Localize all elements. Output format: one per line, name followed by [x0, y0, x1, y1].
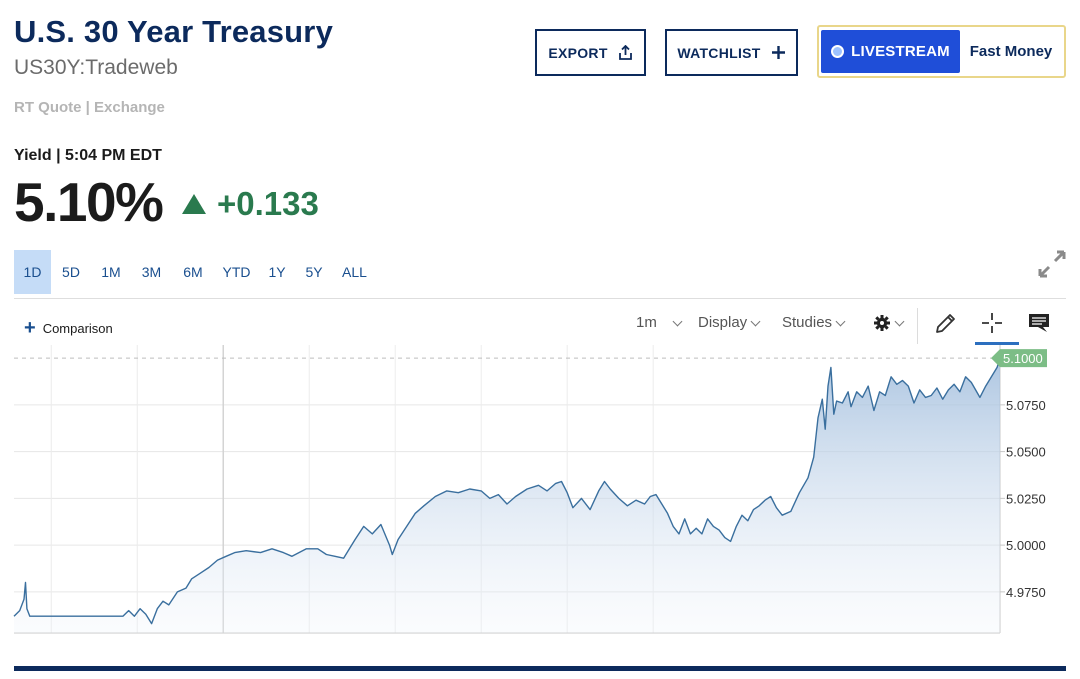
share-icon: [618, 45, 632, 60]
interval-select[interactable]: 1m: [636, 314, 683, 331]
range-tab-3m[interactable]: 3M: [141, 264, 162, 280]
range-tab-1d[interactable]: 1D: [14, 250, 51, 294]
y-tick-label: 5.0500: [1006, 445, 1046, 460]
export-button[interactable]: EXPORT: [535, 29, 646, 76]
range-tabs: 1D 5D 1M 3M 6M YTD 1Y 5Y ALL: [14, 250, 376, 294]
comment-icon[interactable]: [1026, 310, 1052, 336]
crosshair-active-indicator: [975, 342, 1019, 345]
x-tick-label: 3:00: [297, 643, 322, 645]
export-label: EXPORT: [548, 44, 608, 61]
display-select[interactable]: Display: [698, 314, 761, 331]
x-tick-label: 12:00: [551, 643, 584, 645]
range-tab-5y[interactable]: 5Y: [305, 264, 323, 280]
display-label: Display: [698, 314, 748, 331]
toolbar-divider: [14, 298, 1066, 299]
range-tab-all[interactable]: ALL: [342, 264, 367, 280]
chevron-down-icon: [894, 316, 905, 327]
y-tick-label: 5.0250: [1006, 491, 1046, 506]
pencil-icon[interactable]: [933, 310, 959, 336]
y-tick-label: 5.0750: [1006, 398, 1046, 413]
livestream-panel: LIVESTREAM Fast Money: [817, 25, 1066, 78]
yield-change: +0.133: [217, 185, 319, 222]
x-tick-label: 15:00: [637, 643, 670, 645]
live-dot-icon: [831, 45, 845, 58]
x-tick-label: 6:00: [383, 643, 408, 645]
page-title: U.S. 30 Year Treasury: [14, 14, 334, 49]
up-arrow-icon: [182, 194, 206, 214]
ticker-symbol: US30Y:Tradeweb: [14, 56, 178, 79]
show-link[interactable]: Fast Money: [969, 43, 1053, 60]
range-tab-1y[interactable]: 1Y: [268, 264, 286, 280]
y-tick-label: 4.9750: [1006, 585, 1046, 600]
range-tab-6m[interactable]: 6M: [183, 264, 203, 280]
studies-select[interactable]: Studies: [782, 314, 846, 331]
current-value-badge: [991, 349, 1047, 368]
watchlist-button[interactable]: WATCHLIST: [665, 29, 798, 76]
yield-value: 5.10%: [14, 171, 164, 233]
gear-icon: [874, 315, 890, 331]
x-tick-label: 21:00: [121, 643, 154, 645]
range-tab-5d[interactable]: 5D: [62, 264, 80, 280]
bottom-bar: [14, 666, 1066, 671]
interval-label: 1m: [636, 314, 657, 331]
yield-chart[interactable]: 18:00 21:00 5/21 3:00 6:00 9:00 12:00 15:00 4.97…: [0, 345, 1080, 645]
chevron-down-icon: [750, 316, 761, 326]
x-tick-label: 18:00: [35, 643, 68, 645]
yield-label: Yield | 5:04 PM EDT: [14, 147, 162, 164]
series-line: [13, 357, 1001, 625]
plus-icon: +: [24, 317, 36, 339]
series-area: [14, 358, 1000, 633]
chevron-down-icon: [672, 316, 683, 326]
chevron-down-icon: [835, 316, 846, 326]
x-tick-label: 9:00: [469, 643, 494, 645]
settings-select[interactable]: [873, 314, 905, 332]
range-tab-1m[interactable]: 1M: [101, 264, 121, 280]
current-value-label: 5.1000: [1003, 351, 1043, 366]
livestream-button[interactable]: LIVESTREAM: [821, 30, 960, 73]
watchlist-label: WATCHLIST: [677, 44, 761, 61]
plus-icon: [771, 46, 785, 59]
comparison-label: Comparison: [42, 320, 113, 336]
toolbar-separator: [917, 308, 918, 344]
livestream-label: LIVESTREAM: [851, 43, 950, 60]
quote-source: RT Quote | Exchange: [14, 99, 165, 116]
y-tick-label: 5.0000: [1006, 538, 1046, 553]
studies-label: Studies: [782, 314, 833, 331]
comparison-button[interactable]: + Comparison: [24, 318, 113, 338]
range-tab-ytd[interactable]: YTD: [222, 264, 251, 280]
x-tick-label: 5/21: [211, 643, 236, 645]
expand-icon[interactable]: [1037, 249, 1067, 279]
crosshair-icon[interactable]: [979, 310, 1005, 336]
